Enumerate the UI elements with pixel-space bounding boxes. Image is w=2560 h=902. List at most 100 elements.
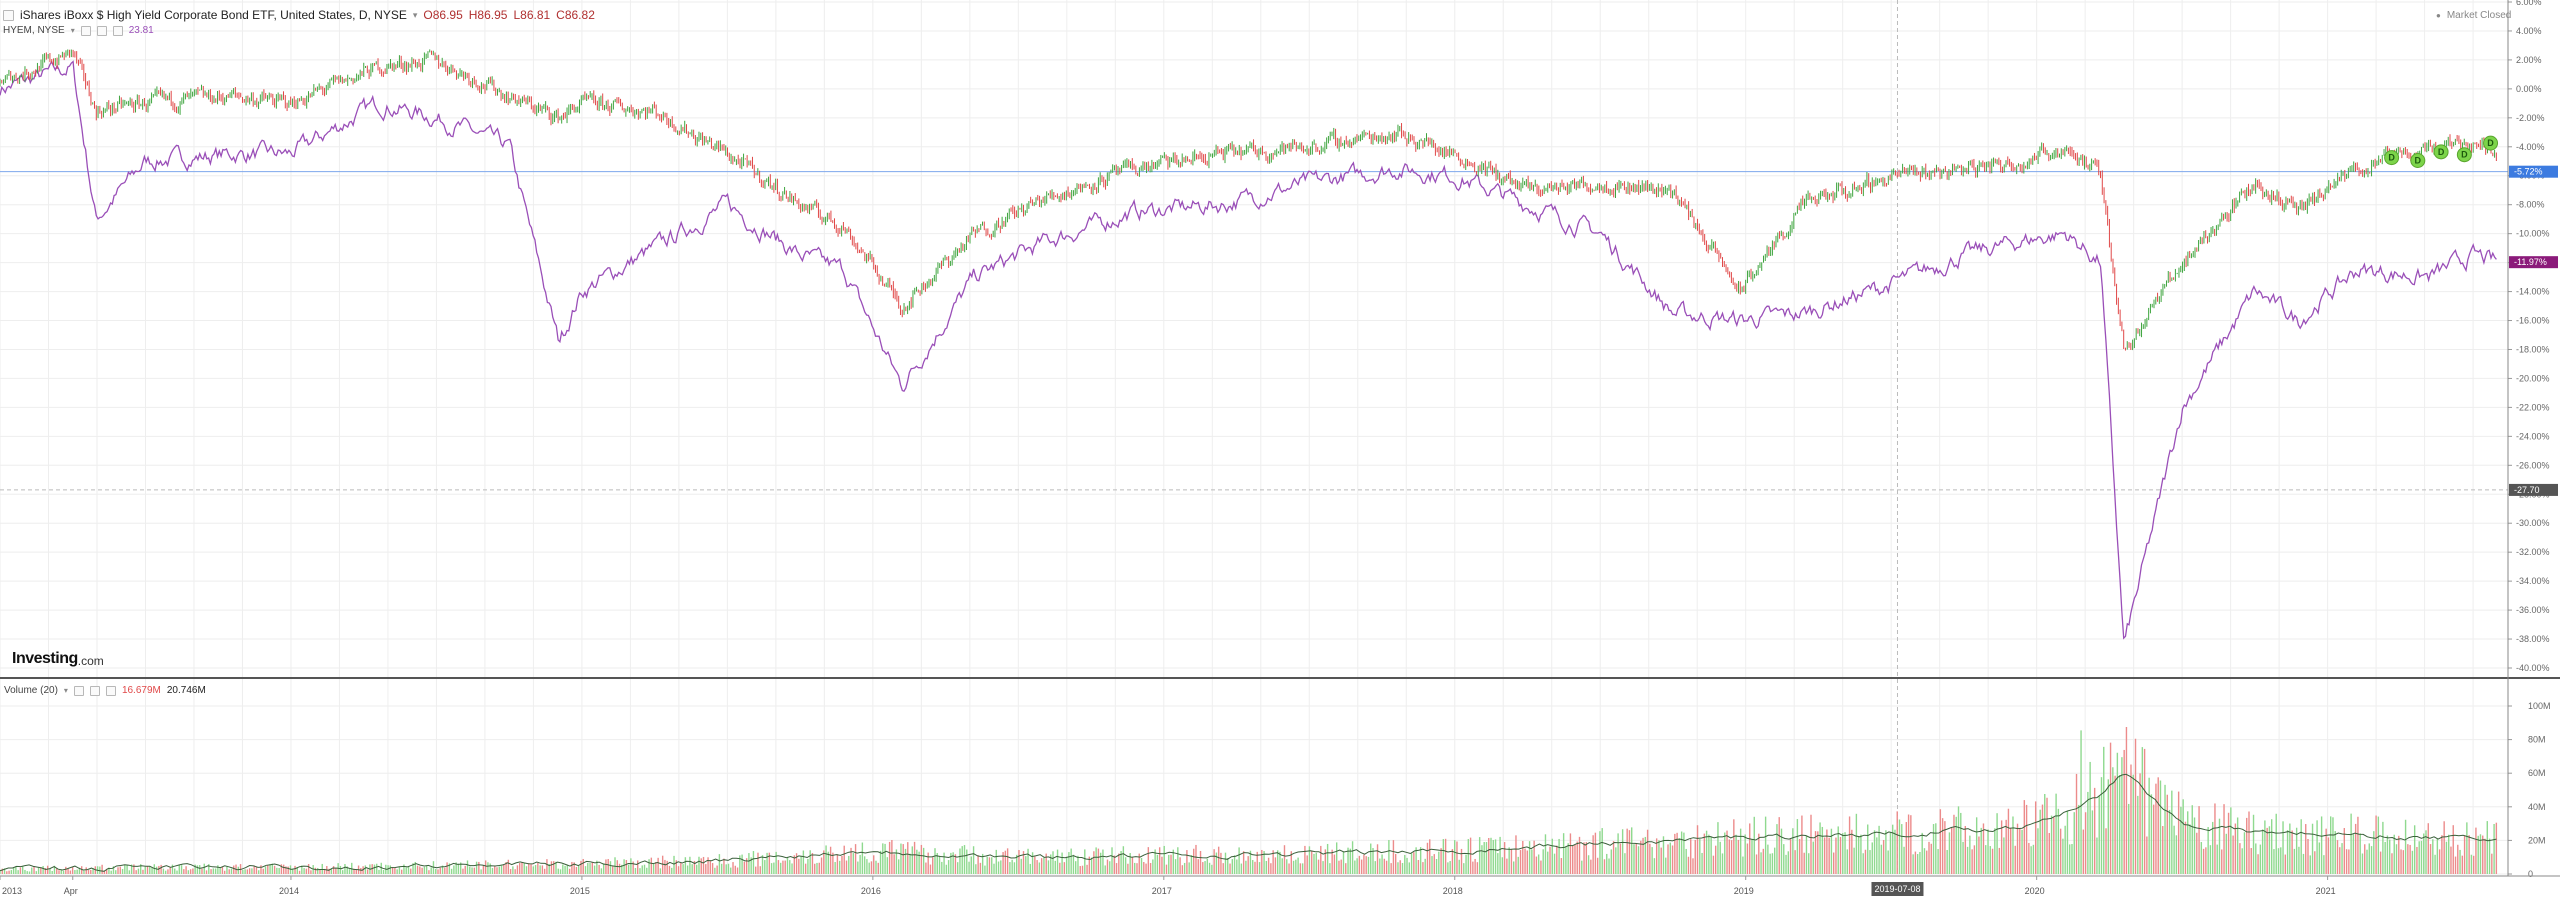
- dividend-marker[interactable]: D: [2456, 147, 2472, 163]
- high-value: H86.95: [468, 8, 508, 22]
- price-axis-label: 4.00%: [2516, 26, 2542, 36]
- price-axis-label: -8.00%: [2516, 200, 2545, 210]
- cursor-date: 2019-07-08: [1871, 882, 1924, 896]
- price-badge-main-box: [2509, 165, 2558, 178]
- dividend-circle: [2433, 144, 2449, 160]
- price-axis-label: -2.00%: [2516, 113, 2545, 123]
- collapse-icon[interactable]: [3, 9, 14, 21]
- investing-logo: Investing .com: [12, 650, 104, 668]
- volume-axis-label: 20M: [2528, 835, 2546, 845]
- price-axis-label: 2.00%: [2516, 55, 2542, 65]
- volume-bars: [0, 726, 2498, 874]
- price-lines: [0, 49, 2497, 640]
- close-icon[interactable]: [105, 685, 116, 696]
- time-axis-label: 2018: [1443, 886, 1463, 896]
- price-axis-label: -30.00%: [2516, 518, 2550, 528]
- price-badge-compare: -11.97%: [2509, 256, 2558, 269]
- visibility-icon[interactable]: [73, 685, 84, 696]
- compare-value: 23.81: [128, 25, 154, 36]
- market-status: ● Market Closed: [2436, 10, 2511, 21]
- volume-axis-label: 0: [2528, 869, 2533, 879]
- price-badge-compare-box: [2509, 256, 2558, 269]
- price-axis-label: -16.00%: [2516, 316, 2550, 326]
- price-axis-label: -38.00%: [2516, 634, 2550, 644]
- price-axis-label: -18.00%: [2516, 344, 2550, 354]
- time-axis-label: 2014: [279, 886, 299, 896]
- volume-value: 16.679M: [121, 685, 161, 696]
- dividend-circle: [2483, 135, 2499, 151]
- time-axis-label: 2021: [2316, 886, 2336, 896]
- volume-axis-label: 40M: [2528, 802, 2546, 812]
- hyem-line: [0, 60, 2497, 640]
- chevron-down-icon[interactable]: ▾: [70, 26, 75, 35]
- low-value: L86.81: [513, 8, 551, 22]
- close-value: C86.82: [556, 8, 595, 22]
- volume-legend: Volume (20) ▾ 16.679M 20.746M: [4, 685, 206, 696]
- price-axis-label: -20.00%: [2516, 373, 2550, 383]
- price-axis-label: -34.00%: [2516, 576, 2550, 586]
- time-axis-label: 2017: [1152, 886, 1172, 896]
- price-axis-label: -22.00%: [2516, 402, 2550, 412]
- time-axis-label: 2016: [861, 886, 881, 896]
- volume-axis-label: 100M: [2528, 701, 2551, 711]
- price-badge-cursor: -27.70: [2509, 483, 2558, 496]
- visibility-icon[interactable]: [80, 25, 91, 36]
- dividend-marker[interactable]: D: [2483, 135, 2499, 151]
- market-status-text: Market Closed: [2446, 10, 2512, 21]
- dividend-marker[interactable]: D: [2410, 153, 2426, 168]
- dividend-circle: [2456, 147, 2472, 163]
- price-axis-label: 6.00%: [2516, 0, 2542, 7]
- price-badge-cursor-box: [2509, 483, 2558, 496]
- price-axis-label: -14.00%: [2516, 287, 2550, 297]
- price-axis-label: -4.00%: [2516, 142, 2545, 152]
- chevron-down-icon[interactable]: ▾: [63, 686, 68, 695]
- price-axis-label: -10.00%: [2516, 229, 2550, 239]
- volume-label[interactable]: Volume (20): [4, 685, 58, 696]
- price-axis-label: 0.00%: [2516, 84, 2542, 94]
- time-axis-label: 2013: [2, 886, 22, 896]
- settings-icon[interactable]: [96, 25, 107, 36]
- symbol-title[interactable]: iShares iBoxx $ High Yield Corporate Bon…: [20, 8, 407, 22]
- dividend-circle: [2384, 150, 2400, 166]
- dividend-label: D: [2487, 138, 2494, 148]
- dividend-marker[interactable]: D: [2433, 144, 2449, 160]
- close-icon[interactable]: [112, 25, 123, 36]
- price-badge-main: -5.72%: [2509, 165, 2558, 178]
- price-axis-label: -36.00%: [2516, 605, 2550, 615]
- compare-symbol[interactable]: HYEM, NYSE: [3, 25, 65, 36]
- dividend-label: D: [2438, 147, 2445, 157]
- cursor-date-label: 2019-07-08: [1874, 884, 1920, 894]
- time-axis-label: 2019: [1734, 886, 1754, 896]
- price-badge-cursor-label: -27.70: [2514, 485, 2540, 495]
- dividend-label: D: [2415, 156, 2422, 166]
- open-value: O86.95: [423, 8, 463, 22]
- dividend-label: D: [2461, 150, 2468, 160]
- price-axis-label: -40.00%: [2516, 663, 2550, 673]
- price-badge-compare-label: -11.97%: [2514, 257, 2547, 267]
- settings-icon[interactable]: [89, 685, 100, 696]
- chevron-down-icon[interactable]: ▾: [412, 9, 418, 20]
- main-legend: iShares iBoxx $ High Yield Corporate Bon…: [3, 8, 595, 22]
- dividend-marker[interactable]: D: [2384, 150, 2400, 166]
- dividend-label: D: [2388, 153, 2395, 163]
- dividend-circle: [2410, 153, 2426, 168]
- price-axis-label: -32.00%: [2516, 547, 2550, 557]
- time-axis-label: 2020: [2025, 886, 2045, 896]
- time-axis-label: Apr: [64, 886, 78, 896]
- price-axis-label: -26.00%: [2516, 460, 2550, 470]
- logo-suffix: .com: [77, 653, 104, 668]
- cursor-date-box: [1871, 882, 1924, 896]
- volume-axis-label: 80M: [2528, 735, 2546, 745]
- volume-ma-line: [0, 773, 2497, 872]
- grid: [0, 0, 2508, 875]
- logo-brand: Investing: [12, 650, 78, 667]
- status-dot-icon: ●: [2436, 11, 2441, 20]
- time-axis-label: 2015: [570, 886, 590, 896]
- volume-ma-value: 20.746M: [166, 685, 206, 696]
- compare-legend: HYEM, NYSE ▾ 23.81: [3, 25, 154, 36]
- dividend-markers[interactable]: D D D D D: [2384, 135, 2499, 168]
- volume-moving-average: [0, 773, 2497, 872]
